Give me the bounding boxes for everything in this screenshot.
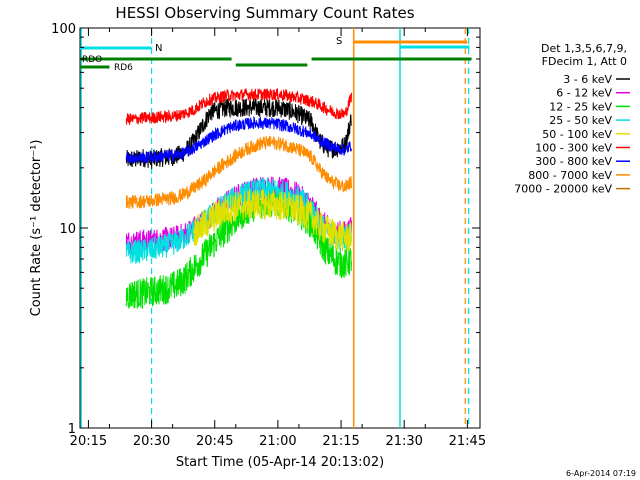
- footer-timestamp: 6-Apr-2014 07:19: [566, 469, 636, 478]
- x-axis-label: Start Time (05-Apr-14 20:13:02): [176, 455, 384, 470]
- legend-label: 300 - 800 keV: [535, 155, 612, 168]
- x-tick-label: 20:45: [196, 434, 233, 449]
- plot-frame: [79, 27, 481, 429]
- legend-label: 7000 - 20000 keV: [514, 183, 612, 196]
- series-line-4: [193, 188, 352, 252]
- night-label: N: [155, 43, 162, 54]
- x-tick-label: 21:15: [322, 434, 359, 449]
- x-tick-label: 20:15: [70, 434, 107, 449]
- series-line-5: [125, 87, 352, 125]
- y-tick-label: 100: [51, 22, 76, 37]
- axis-ticks: 20:15 20:30 20:45 21:00 21:15 21:30 21:45 1 10 10…: [51, 22, 486, 449]
- legend-label: 50 - 100 keV: [542, 128, 612, 141]
- x-tick-label: 20:30: [133, 434, 170, 449]
- observing-bands: RDO RD6 N S: [80, 28, 472, 428]
- legend-label: 25 - 50 keV: [549, 114, 612, 127]
- series-line-7: [125, 135, 352, 209]
- legend-header-line-1: Det 1,3,5,6,7,9,: [541, 42, 627, 55]
- legend-label: 100 - 300 keV: [535, 142, 612, 155]
- chart-title: HESSI Observing Summary Count Rates: [115, 4, 414, 22]
- legend-label: 3 - 6 keV: [563, 73, 612, 86]
- series-line-2: [125, 187, 352, 309]
- legend-label: 6 - 12 keV: [556, 87, 612, 100]
- rdo-label: RDO: [82, 55, 102, 65]
- legend-header-line-2: FDecim 1, Att 0: [542, 55, 627, 68]
- series-line-6: [126, 116, 352, 164]
- saa-label: S: [336, 36, 342, 47]
- x-tick-label: 21:30: [385, 434, 422, 449]
- series-layer: [125, 87, 352, 309]
- x-tick-label: 21:45: [449, 434, 486, 449]
- y-tick-label: 1: [68, 422, 76, 437]
- legend: Det 1,3,5,6,7,9,FDecim 1, Att 0 3 - 6 keV…: [514, 42, 630, 196]
- rd6-label: RD6: [114, 63, 133, 73]
- x-tick-label: 21:00: [259, 434, 296, 449]
- y-tick-label: 10: [59, 222, 76, 237]
- y-axis-label: Count Rate (s⁻¹ detector⁻¹): [29, 140, 44, 317]
- legend-label: 12 - 25 keV: [549, 100, 612, 113]
- legend-label: 800 - 7000 keV: [528, 169, 612, 182]
- plot-border: [79, 27, 481, 429]
